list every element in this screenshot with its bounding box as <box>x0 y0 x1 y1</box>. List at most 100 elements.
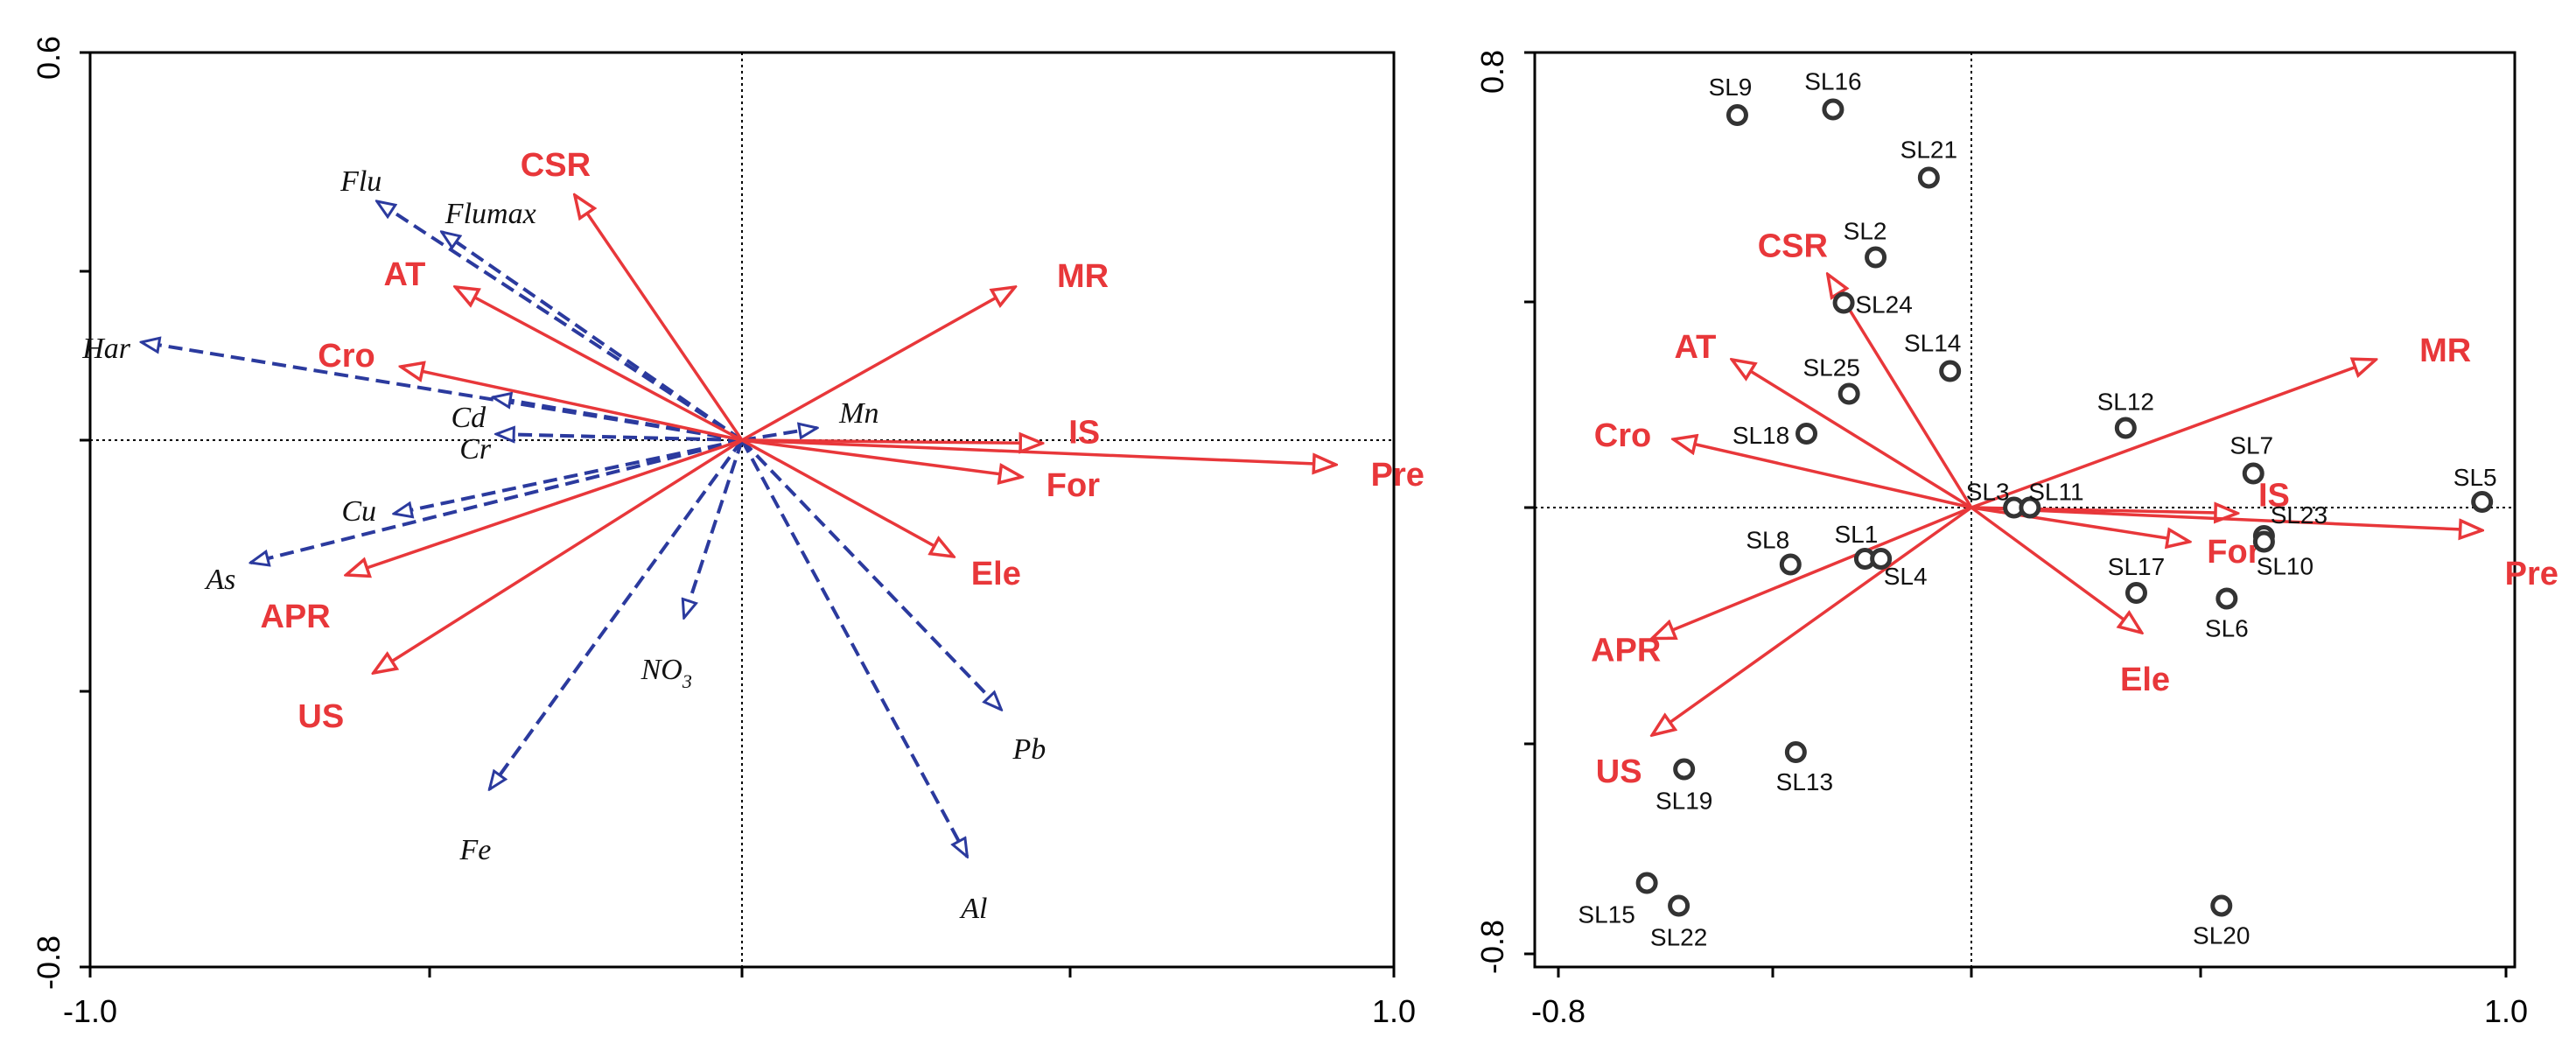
env-label-us: US <box>298 698 344 735</box>
sample-point-sl18 <box>1796 423 1818 445</box>
env-arrow-at <box>455 287 743 442</box>
sample-point-sl8 <box>1779 553 1802 576</box>
env-label-for: For <box>2207 534 2260 571</box>
species-label-mn: Mn <box>838 397 878 430</box>
sample-point-sl5 <box>2471 491 2494 513</box>
sample-label-sl13: SL13 <box>1776 768 1833 795</box>
species-arrow-pb <box>740 438 1001 710</box>
sample-point-sl16 <box>1822 98 1844 121</box>
sample-point-sl15 <box>1635 872 1658 894</box>
right-x-tick-min: -0.8 <box>1531 993 1586 1029</box>
env-arrow-apr <box>1652 506 1972 639</box>
sample-label-sl16: SL16 <box>1804 67 1861 95</box>
sample-label-sl11: SL11 <box>2028 478 2083 505</box>
env-arrow-us <box>1652 506 1973 735</box>
sample-label-sl18: SL18 <box>1732 422 1789 449</box>
sample-point-sl9 <box>1726 104 1748 126</box>
species-arrow-har <box>142 342 743 442</box>
left-y-tick-max: 0.6 <box>31 36 66 80</box>
species-arrow-fe <box>489 438 744 789</box>
env-arrow-for <box>741 438 1022 477</box>
env-arrow-pre <box>741 438 1336 465</box>
sample-point-sl19 <box>1673 758 1696 781</box>
env-arrow-at <box>1732 360 1972 509</box>
env-label-ele: Ele <box>2120 662 2170 698</box>
species-label-cr: Cr <box>459 433 492 466</box>
left-x-tick-max: 1.0 <box>1372 993 1416 1029</box>
env-label-csr: CSR <box>521 147 591 184</box>
right-plot-frame <box>1533 51 2516 969</box>
sample-point-sl13 <box>1784 741 1807 763</box>
sample-label-sl5: SL5 <box>2454 464 2497 491</box>
right-tick-marks <box>1524 51 2508 977</box>
sample-point-sl7 <box>2242 462 2264 485</box>
sample-label-sl22: SL22 <box>1650 923 1707 950</box>
sample-point-sl20 <box>2210 894 2233 917</box>
env-arrow-mr <box>741 287 1015 442</box>
sample-label-sl8: SL8 <box>1746 526 1789 553</box>
species-label-flumax: Flumax <box>444 198 536 230</box>
env-arrow-cro <box>401 367 743 442</box>
left-x-tick-min: -1.0 <box>63 993 117 1029</box>
sample-label-sl6: SL6 <box>2205 614 2249 641</box>
sample-point-sl24 <box>1832 291 1855 314</box>
sample-label-sl15: SL15 <box>1578 900 1634 928</box>
env-label-cro: Cro <box>1594 417 1651 454</box>
env-arrow-ele <box>1970 506 2142 633</box>
sample-point-sl17 <box>2124 582 2147 604</box>
right-y-tick-max: 0.8 <box>1474 50 1510 94</box>
env-label-for: For <box>1046 467 1100 504</box>
env-arrow-cro <box>1674 439 1972 509</box>
species-arrow-no <box>684 439 744 618</box>
env-label-us: US <box>1596 753 1642 790</box>
left-y-tick-min: -0.8 <box>31 935 66 990</box>
sample-label-sl17: SL17 <box>2108 553 2165 580</box>
species-arrow-as <box>250 438 743 563</box>
species-arrow-al <box>740 439 967 857</box>
sample-label-sl23: SL23 <box>2271 501 2328 529</box>
sample-point-sl4 <box>1870 548 1893 570</box>
sample-point-sl25 <box>1838 382 1860 405</box>
env-arrow-us <box>374 438 743 673</box>
right-environment-arrows: CSR MR AT Cro IS For Pre Ele APR US <box>1591 228 2558 791</box>
species-label-flu: Flu <box>340 165 382 198</box>
species-label-no-subscript: 3 <box>682 670 692 692</box>
species-arrow-cu <box>394 438 743 514</box>
sample-label-sl9: SL9 <box>1709 74 1753 101</box>
sample-point-sl21 <box>1917 166 1940 189</box>
env-label-mr: MR <box>2419 333 2471 369</box>
sample-label-sl20: SL20 <box>2193 921 2250 949</box>
sample-label-sl4: SL4 <box>1884 563 1928 590</box>
env-label-is: IS <box>2258 478 2290 515</box>
env-label-cro: Cro <box>318 338 374 375</box>
species-label-har: Har <box>81 333 131 365</box>
species-label-no: NO3 <box>640 654 692 692</box>
sample-label-sl14: SL14 <box>1904 329 1961 356</box>
env-arrow-is <box>741 440 1042 444</box>
species-label-cu: Cu <box>341 495 376 528</box>
right-x-tick-max: 1.0 <box>2484 993 2528 1029</box>
species-arrow-cd <box>493 397 743 442</box>
env-label-csr: CSR <box>1758 228 1828 265</box>
env-label-pre: Pre <box>1371 457 1424 494</box>
sample-label-sl1: SL1 <box>1834 521 1878 548</box>
right-y-tick-min: -0.8 <box>1474 920 1510 974</box>
env-label-ele: Ele <box>971 556 1021 592</box>
sample-point-sl2 <box>1865 246 1887 269</box>
sample-label-sl24: SL24 <box>1855 291 1912 318</box>
left-tick-marks <box>80 51 1396 977</box>
env-arrow-mr <box>1970 360 2376 509</box>
species-arrow-flumax <box>442 232 744 442</box>
species-arrow-flu <box>377 201 744 442</box>
species-label-pb: Pb <box>1012 733 1046 766</box>
env-arrow-csr <box>575 195 744 441</box>
env-arrow-pre <box>1970 506 2482 530</box>
sample-label-sl2: SL2 <box>1844 217 1887 244</box>
sample-point-sl12 <box>2114 417 2137 439</box>
sample-label-sl12: SL12 <box>2097 388 2154 415</box>
env-label-is: IS <box>1068 415 1100 452</box>
sample-point-sl6 <box>2216 587 2238 610</box>
